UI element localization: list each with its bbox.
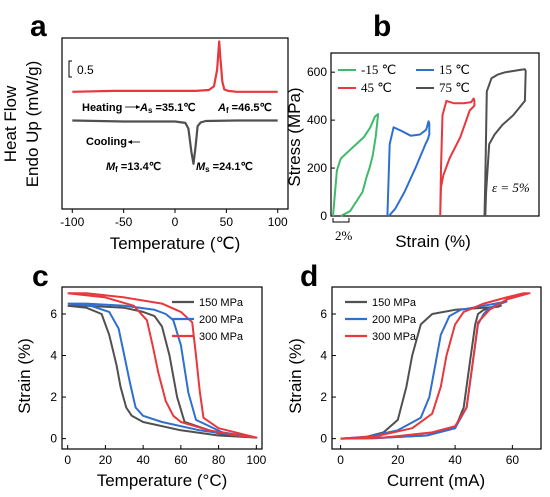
panel-d-legend-label: 150 MPa [372,297,417,309]
panel-d-legend-label: 200 MPa [372,314,417,326]
panel-b-series-3 [483,68,527,217]
panel-d-ytick-label: 2 [320,390,327,404]
panel-a-xtick-label: 50 [220,215,234,229]
panel-d-xtick-label: 60 [506,453,520,467]
panel-b-legend: -15 ℃ 15 ℃ 45 ℃ 75 ℃ [338,62,470,95]
panel-b-legend-label: 75 ℃ [439,80,470,95]
panel-a-ylabel-line2: Endo Up (mW/g) [23,61,42,188]
panel-c-ticks: 0 20 40 60 80 100 0 2 4 6 [50,307,266,467]
panel-a-cooling-label: Cooling [86,136,127,148]
panel-d-frame [331,286,542,450]
panel-a-xtick-label: -50 [115,215,133,229]
panel-c-legend: 150 MPa 200 MPa 300 MPa [172,297,244,343]
panel-b-scale-bar [332,218,350,223]
panel-c: c 0 20 40 60 80 100 0 2 4 6 Temperature (°C) Stra… [15,260,267,490]
panel-c-legend-label: 200 MPa [199,314,244,326]
panel-b-epsilon-label: ε = 5% [492,180,530,195]
panel-c-ytick-label: 0 [50,432,57,446]
panel-a: a -100 -50 0 50 100 Temperature (℃) Heat Flo… [1,10,289,253]
panel-d-xtick-label: 40 [448,453,462,467]
panel-c-series [67,292,258,439]
panel-b-series-2 [439,97,476,217]
panel-a-xlabel: Temperature (℃) [110,234,241,253]
panel-a-as-label: As =35.1℃ [139,102,196,115]
panel-d-ylabel: Strain (%) [286,338,305,414]
panel-d-letter: d [300,260,318,293]
panel-c-legend-label: 150 MPa [199,297,244,309]
panel-c-xlabel: Temperature (°C) [97,471,228,490]
panel-d-xtick-label: 0 [337,453,344,467]
panel-a-heating-label: Heating [82,102,122,114]
panel-d-ytick-label: 6 [320,307,327,321]
panel-a-xticks: -100 -50 0 50 100 [60,209,288,229]
panel-a-heating-arrowhead [136,105,140,109]
panel-b-series-0 [332,113,380,217]
panel-c-xtick-label: 80 [212,453,226,467]
panel-b-series [332,68,527,217]
panel-d-legend: 150 MPa 200 MPa 300 MPa [345,297,417,343]
panel-b-ytick-label: 400 [307,113,327,127]
panel-a-scale-bar [68,60,72,78]
panel-c-letter: c [32,260,49,293]
panel-b-scale-bar-label: 2% [335,228,353,243]
panel-d-ticks: 0 20 40 60 0 2 4 6 [320,307,519,467]
panel-c-xtick-label: 20 [99,453,113,467]
panel-a-series [72,40,278,165]
panel-c-xtick-label: 0 [64,453,71,467]
panel-a-af-label: Af =46.5℃ [217,102,272,115]
panel-d-series-2 [340,292,531,440]
panel-a-xtick-label: 0 [172,215,179,229]
panel-b-ytick-label: 200 [307,161,327,175]
panel-c-ytick-label: 6 [50,307,57,321]
panel-a-scale-bar-label: 0.5 [77,63,94,77]
panel-a-xtick-label: 100 [268,215,288,229]
panel-d-series [340,292,531,440]
panel-c-legend-label: 300 MPa [199,331,244,343]
panel-b-xlabel: Strain (%) [395,232,471,251]
panel-b-legend-label: 45 ℃ [361,80,392,95]
panel-c-frame [61,286,263,450]
panel-b-frame [330,52,540,217]
panel-c-series-2 [67,292,258,439]
panel-c-ytick-label: 2 [50,390,57,404]
panel-c-xtick-label: 40 [136,453,150,467]
panel-c-series-0 [67,304,258,439]
panel-a-mf-label: Mf =13.4℃ [106,161,161,174]
panel-b-yticks: 0 200 400 600 [307,65,335,223]
panel-d-legend-label: 300 MPa [372,331,417,343]
panel-b-ylabel: Stress (MPa) [285,87,304,186]
panel-d: d 0 20 40 60 0 2 4 6 Current (mA) Strain (%) 15… [286,260,542,490]
panel-c-xtick-label: 60 [174,453,188,467]
panel-c-ylabel: Strain (%) [15,338,34,414]
panel-a-cooling-arrowhead [128,140,132,144]
panel-b-series-1 [386,120,431,217]
panel-c-ytick-label: 4 [50,349,57,363]
panel-b-legend-label: -15 ℃ [361,62,396,77]
panel-a-heating-curve [72,40,278,93]
panel-b-letter: b [373,10,391,43]
panel-a-cooling-curve [72,119,278,165]
panel-d-ytick-label: 0 [320,432,327,446]
panel-a-xtick-label: -100 [60,215,84,229]
panel-d-ytick-label: 4 [320,349,327,363]
panel-b-legend-label: 15 ℃ [439,62,470,77]
panel-a-ms-label: Ms =24.1℃ [196,161,253,174]
panel-a-ylabel-line1: Heat Flow [1,85,20,162]
panel-b-ytick-label: 0 [320,209,327,223]
panel-a-letter: a [30,10,47,43]
panel-d-xtick-label: 20 [391,453,405,467]
panel-d-xlabel: Current (mA) [387,471,485,490]
panel-b-ytick-label: 600 [307,65,327,79]
panel-c-xtick-label: 100 [246,453,266,467]
panel-a-frame [61,37,289,210]
